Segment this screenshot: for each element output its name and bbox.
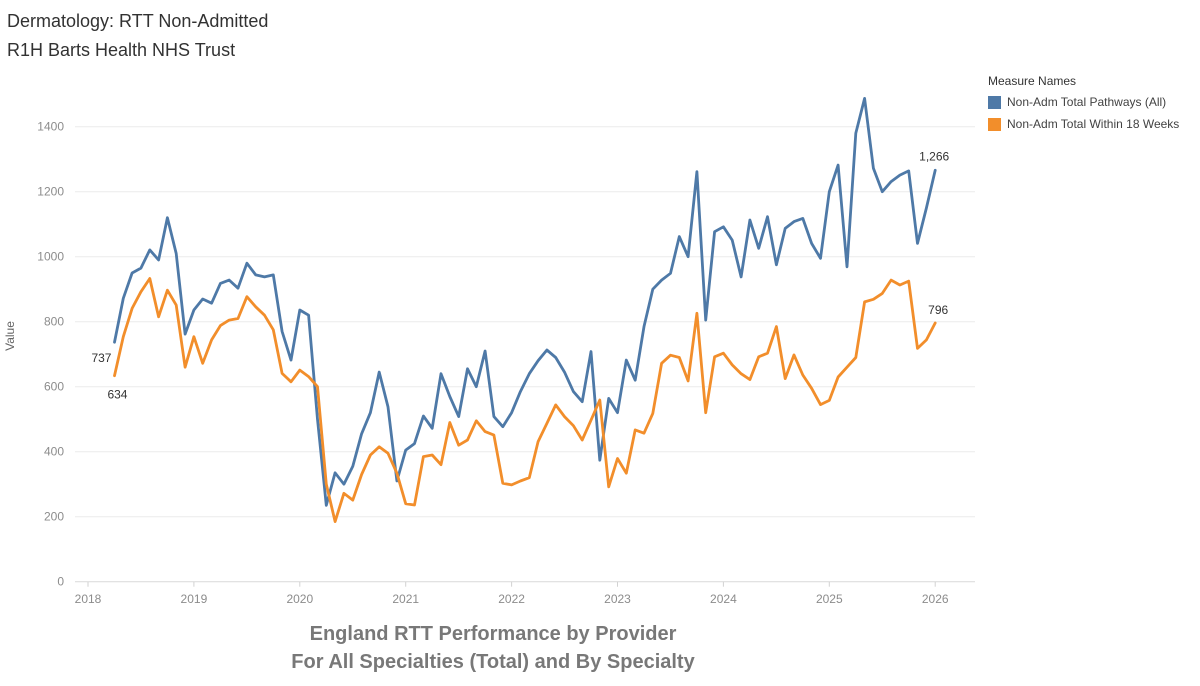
series-line-within-18-weeks[interactable]: [113, 277, 937, 523]
y-axis-tick-label: 1000: [37, 250, 64, 264]
x-axis-tick-label: 2019: [181, 592, 208, 606]
end-label-within18: 796: [928, 303, 948, 317]
start-label-within18: 634: [107, 388, 127, 402]
start-label-pathways: 737: [91, 351, 111, 365]
y-axis-tick-label: 1200: [37, 185, 64, 199]
legend-swatch-blue-icon: [988, 95, 1001, 109]
x-axis-tick-label: 2024: [710, 592, 737, 606]
legend-item-label: Non-Adm Total Pathways (All): [1007, 95, 1167, 109]
y-axis-tick-label: 600: [44, 380, 64, 394]
y-axis-title: Value: [3, 321, 17, 351]
legend-title: Measure Names: [988, 74, 1077, 88]
x-axis-tick-label: 2018: [75, 592, 102, 606]
x-axis-tick-label: 2023: [604, 592, 631, 606]
y-axis-tick-label: 800: [44, 315, 64, 329]
caption-line2: For All Specialties (Total) and By Speci…: [291, 651, 695, 673]
caption-line1: England RTT Performance by Provider: [309, 623, 677, 645]
y-axis-tick-label: 400: [44, 445, 64, 459]
legend-item-within-18-weeks[interactable]: Non-Adm Total Within 18 Weeks: [988, 117, 1179, 131]
legend-item-pathways-all[interactable]: Non-Adm Total Pathways (All): [988, 95, 1179, 109]
y-axis-tick-label: 200: [44, 510, 64, 524]
x-axis-tick-label: 2020: [286, 592, 313, 606]
viz-title-line2: R1H Barts Health NHS Trust: [7, 40, 236, 60]
series-line-pathways-all[interactable]: [113, 97, 937, 507]
end-label-pathways: 1,266: [919, 149, 949, 163]
y-axis-tick-label: 0: [57, 575, 64, 589]
chart-caption: England RTT Performance by Provider For …: [10, 620, 976, 676]
viz-title-line1: Dermatology: RTT Non-Admitted: [7, 11, 269, 31]
x-axis-tick-label: 2022: [498, 592, 525, 606]
x-axis-tick-label: 2021: [392, 592, 419, 606]
viz-title: Dermatology: RTT Non-Admitted R1H Barts …: [7, 7, 268, 65]
y-axis-tick-label: 1400: [37, 120, 64, 134]
x-axis-tick-label: 2026: [922, 592, 949, 606]
legend: Measure Names Non-Adm Total Pathways (Al…: [988, 74, 1179, 139]
legend-item-label: Non-Adm Total Within 18 Weeks: [1007, 117, 1180, 131]
x-axis-tick-label: 2025: [816, 592, 843, 606]
legend-swatch-orange-icon: [988, 117, 1001, 131]
